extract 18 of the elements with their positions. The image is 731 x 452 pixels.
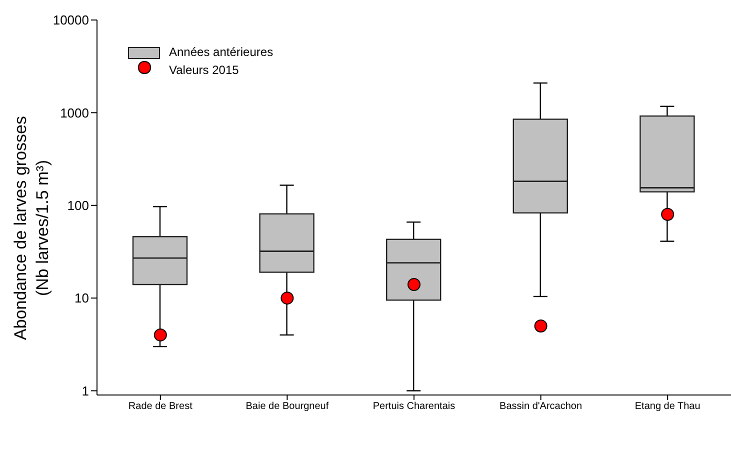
point <box>661 208 674 221</box>
legend-label: Valeurs 2015 <box>169 62 239 78</box>
y-tick-label: 10 <box>74 290 89 306</box>
x-tick-label: Rade de Brest <box>128 401 193 412</box>
y-axis-title: Abondance de larves grosses (Nb larves/1.5 m³) <box>11 116 52 340</box>
y-tick-label: 1 <box>82 383 89 398</box>
point <box>280 292 294 305</box>
y-tick-label: 100 <box>67 198 89 213</box>
x-tick-label: Pertuis Charentais <box>372 401 456 412</box>
y-tick-label: 1000 <box>60 105 89 120</box>
point <box>154 328 167 342</box>
x-tick-label: Bassin d'Arcachon <box>500 401 582 412</box>
x-tick-label: Baie de Bourgneuf <box>246 401 329 412</box>
x-tick-label: Etang de Thau <box>634 401 700 412</box>
y-tick-label: 10000 <box>52 12 89 28</box>
legend-label: Années antérieures <box>169 44 274 61</box>
point <box>534 319 548 332</box>
point <box>408 278 420 292</box>
